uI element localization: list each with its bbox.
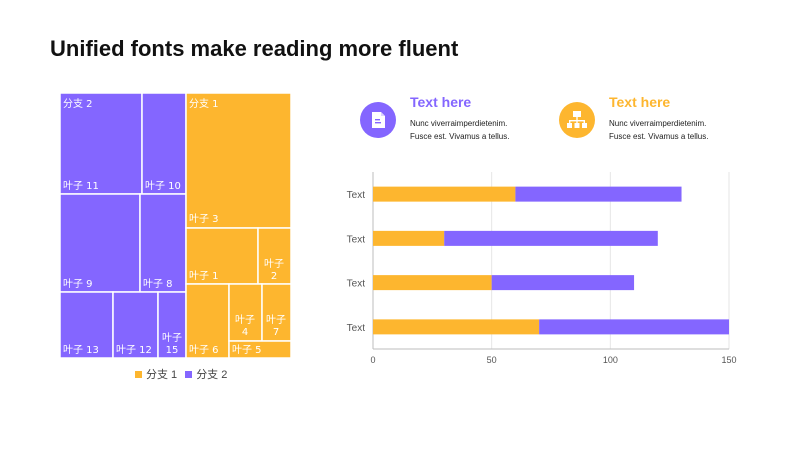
- info-card-2: Text here Nunc viverraimperdietenim. Fus…: [559, 92, 749, 152]
- treemap-leaf-label: 叶子 1: [189, 270, 219, 282]
- info-card-1-line1: Nunc viverraimperdietenim.: [410, 119, 508, 128]
- bar-segment-series1: [373, 230, 445, 246]
- x-tick-label: 150: [721, 355, 736, 365]
- legend-item-branch1: 分支 1: [135, 366, 177, 382]
- info-card-2-text: Nunc viverraimperdietenim. Fusce est. Vi…: [609, 117, 708, 143]
- org-chart-icon: [567, 111, 587, 128]
- treemap-leaf-label: 叶子 11: [63, 180, 99, 192]
- treemap-leaf-label: 叶子 7: [266, 314, 286, 338]
- info-card-1-line2: Fusce est. Vivamus a tellus.: [410, 132, 510, 141]
- y-tick-label: Text: [347, 279, 366, 290]
- treemap-legend: 分支 1 分支 2: [135, 366, 227, 382]
- x-tick-label: 50: [487, 355, 497, 365]
- treemap-branch-label-b1: 分支 1: [189, 98, 219, 110]
- bar-segment-series1: [373, 186, 516, 202]
- bar-segment-series2: [539, 319, 729, 335]
- bar-segment-series2: [515, 186, 682, 202]
- bar-segment-series2: [491, 275, 635, 291]
- info-card-2-line1: Nunc viverraimperdietenim.: [609, 119, 707, 128]
- y-tick-label: Text: [347, 190, 366, 201]
- legend-label-branch2: 分支 2: [196, 369, 228, 381]
- treemap-leaf-label: 叶子 5: [232, 344, 262, 356]
- info-card-1-heading: Text here: [410, 94, 472, 110]
- bar-segment-series1: [373, 319, 540, 335]
- legend-item-branch2: 分支 2: [185, 366, 227, 382]
- treemap-branch-b1: 叶子 3 叶子 1 叶子 2 叶子 6 叶子 4 叶子 7 叶子 5: [185, 92, 292, 359]
- slide-title: Unified fonts make reading more fluent: [50, 36, 459, 61]
- treemap-branch-label-b2: 分支 2: [63, 98, 93, 110]
- info-card-2-heading: Text here: [609, 94, 671, 110]
- treemap-leaf-label: 叶子 2: [264, 258, 284, 282]
- info-card-1-icon-circle: [360, 102, 396, 138]
- document-icon: [372, 112, 385, 128]
- treemap-leaf-b2-1: [59, 92, 143, 195]
- x-tick-label: 0: [370, 355, 375, 365]
- treemap-leaf-b2-3: [59, 193, 141, 293]
- info-card-2-line2: Fusce est. Vivamus a tellus.: [609, 132, 709, 141]
- legend-label-branch1: 分支 1: [146, 369, 178, 381]
- treemap-leaf-b1-1: [185, 92, 292, 229]
- treemap-leaf-label: 叶子 13: [63, 344, 99, 356]
- treemap-leaf-label: 叶子 4: [235, 314, 255, 338]
- bar-segment-series1: [373, 275, 492, 291]
- legend-swatch-branch1: [135, 370, 142, 378]
- treemap-leaf-label: 叶子 15: [162, 332, 182, 356]
- info-card-1: Text here Nunc viverraimperdietenim. Fus…: [360, 92, 550, 152]
- treemap-leaf-b1-7: [228, 340, 292, 359]
- info-card-2-icon-circle: [559, 102, 595, 138]
- bar-segment-series2: [444, 230, 658, 246]
- treemap-leaf-b1-4: [185, 283, 230, 359]
- y-tick-label: Text: [347, 323, 366, 334]
- treemap-leaf-label: 叶子 9: [63, 278, 93, 290]
- y-tick-label: Text: [347, 234, 366, 245]
- treemap-leaf-b2-7: [157, 291, 187, 359]
- info-card-1-text: Nunc viverraimperdietenim. Fusce est. Vi…: [410, 117, 509, 143]
- treemap-leaf-b1-6: [261, 283, 292, 342]
- treemap-leaf-label: 叶子 3: [189, 213, 219, 225]
- treemap-leaf-label: 叶子 8: [143, 278, 173, 290]
- treemap-leaf-label: 叶子 10: [145, 180, 181, 192]
- legend-swatch-branch2: [185, 370, 193, 378]
- x-tick-label: 100: [603, 355, 618, 365]
- treemap-leaf-b1-3: [257, 227, 292, 285]
- treemap-leaf-b1-2: [185, 227, 259, 285]
- treemap-leaf-label: 叶子 6: [189, 344, 219, 356]
- treemap-leaf-label: 叶子 12: [116, 344, 152, 356]
